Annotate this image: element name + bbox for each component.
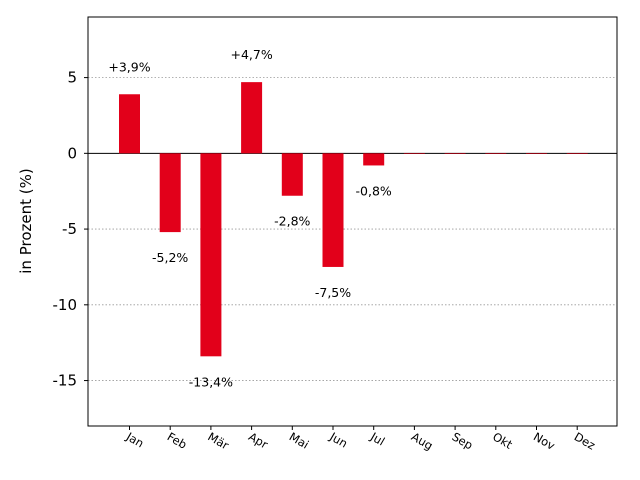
bar [281, 153, 303, 196]
x-tick-label: Jul [367, 429, 387, 449]
x-tick-label: Jan [123, 429, 146, 450]
x-tick-label: Sep [450, 429, 476, 452]
bar [159, 153, 181, 233]
bar [322, 153, 344, 267]
data-labels: +3,9% -5,2% -13,4% +4,7% -2,8% -7,5% -0,8% [108, 47, 392, 389]
data-label: +3,9% [108, 59, 150, 74]
bar [241, 82, 263, 154]
plot-frame [87, 16, 618, 427]
data-label: -2,8% [274, 214, 310, 229]
data-label: -0,8% [356, 183, 392, 198]
y-tick-label: -5 [62, 220, 77, 238]
data-label: -5,2% [152, 250, 188, 265]
x-tick-label: Mai [287, 429, 311, 451]
y-axis-label: in Prozent (%) [17, 168, 35, 273]
bar [403, 153, 425, 154]
y-axis-ticks: 5 0 -5 -10 -15 [53, 69, 88, 390]
y-tick-label: 5 [67, 69, 77, 87]
x-axis-ticks: Jan Feb Mär Apr Mai Jun Jul Aug Sep Okt Nov Dez [123, 426, 598, 453]
x-tick-label: Jun [327, 429, 350, 451]
bar [444, 153, 466, 154]
x-tick-label: Apr [246, 429, 270, 451]
x-tick-label: Feb [165, 429, 190, 451]
bar [363, 153, 385, 166]
bar [526, 153, 547, 154]
x-tick-label: Nov [531, 429, 558, 452]
bar [485, 153, 507, 154]
x-tick-label: Dez [572, 429, 598, 452]
bar [566, 153, 588, 154]
y-tick-label: -10 [53, 296, 78, 314]
x-tick-label: Aug [409, 429, 435, 452]
y-tick-label: -15 [53, 372, 78, 390]
bar [119, 94, 140, 154]
bars [119, 82, 588, 357]
data-label: +4,7% [230, 47, 272, 62]
data-label: -7,5% [315, 285, 351, 300]
x-tick-label: Mär [205, 429, 231, 452]
bar [200, 153, 222, 357]
data-label: -13,4% [189, 374, 233, 389]
x-tick-label: Okt [490, 429, 515, 451]
y-tick-label: 0 [67, 144, 77, 162]
